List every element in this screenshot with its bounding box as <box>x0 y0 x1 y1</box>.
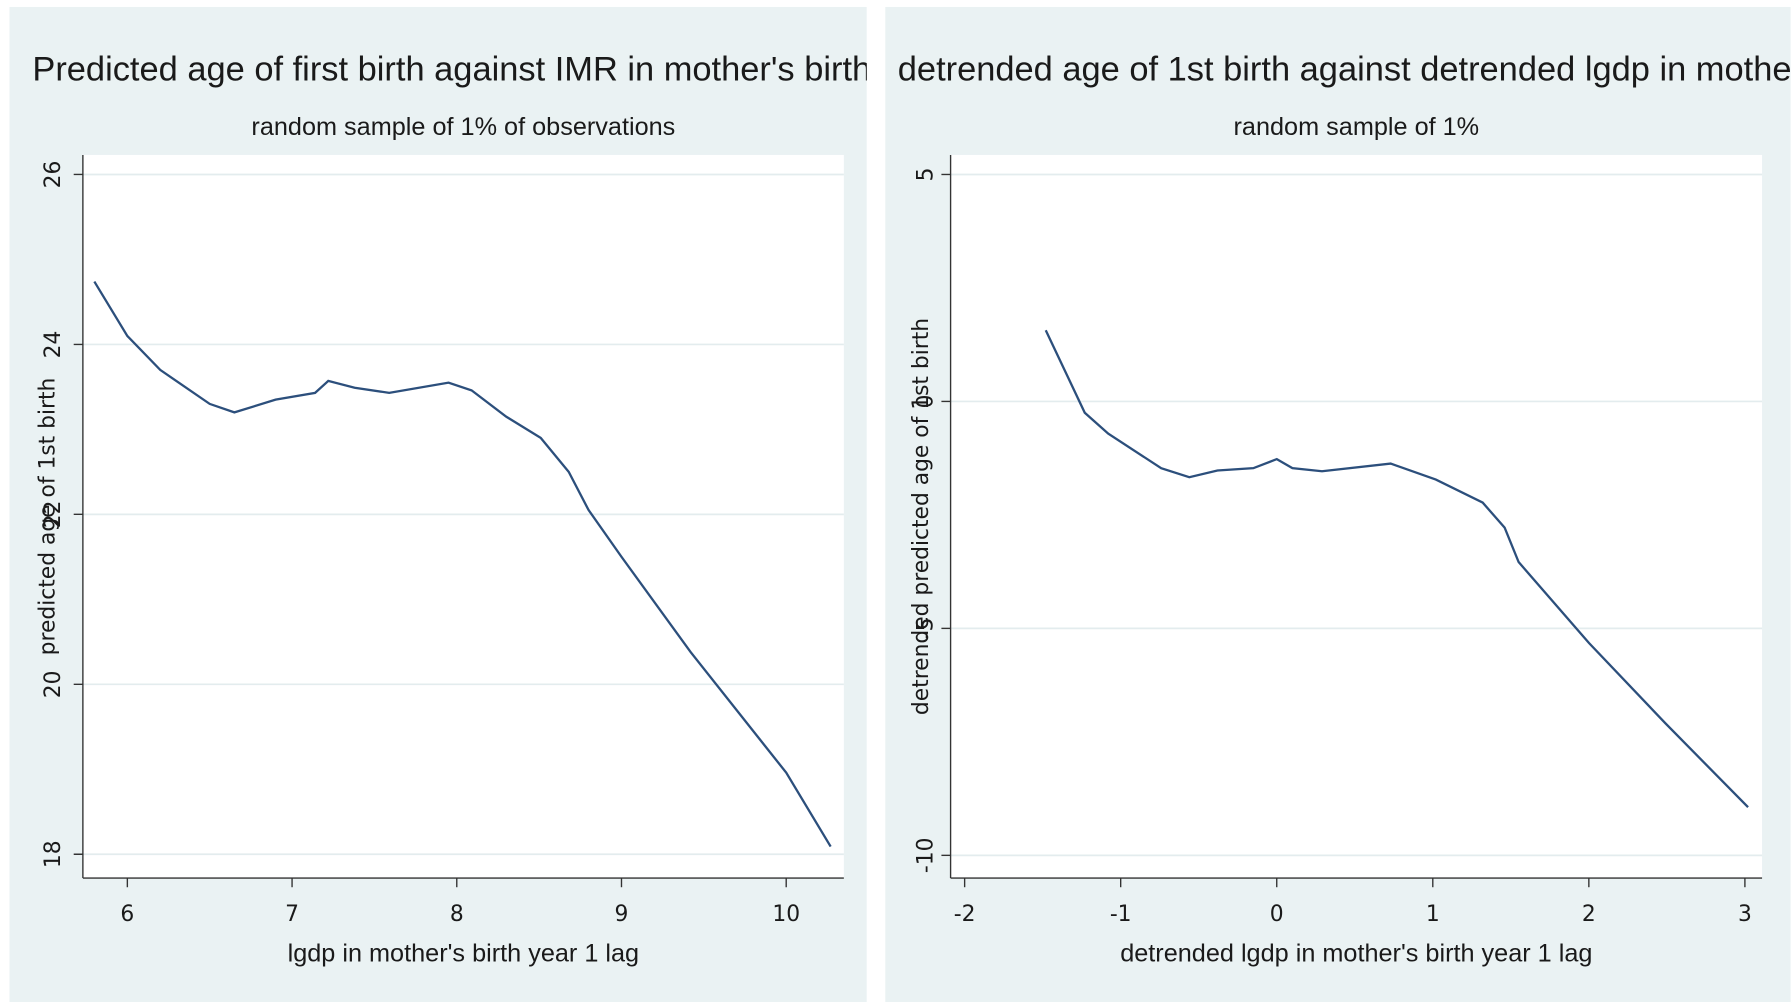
chart-title: detrended age of 1st birth against detre… <box>898 50 1791 88</box>
x-tick-label: 2 <box>1582 902 1596 927</box>
x-tick-label: 9 <box>615 902 629 927</box>
y-tick-label: 22 <box>41 500 66 528</box>
x-tick-label: 8 <box>450 902 464 927</box>
y-tick-label: 26 <box>41 161 66 189</box>
x-axis-label: detrended lgdp in mother's birth year 1 … <box>1120 940 1592 968</box>
x-tick-label: 1 <box>1426 902 1440 927</box>
y-axis-label: detrended predicted age of 1st birth <box>909 318 934 715</box>
x-tick-label: 7 <box>285 902 299 927</box>
plot-area <box>950 154 1763 879</box>
x-tick-label: 3 <box>1738 902 1752 927</box>
y-tick-label: 24 <box>41 331 66 359</box>
y-tick-label: 0 <box>913 394 938 408</box>
x-tick-label: 6 <box>120 902 134 927</box>
chart-subtitle: random sample of 1% of observations <box>251 113 675 141</box>
chart-subtitle: random sample of 1% <box>1234 113 1480 141</box>
y-tick-label: -5 <box>913 618 938 640</box>
chart-panel: detrended age of 1st birth against detre… <box>885 6 1791 1002</box>
y-tick-label: 18 <box>41 840 66 868</box>
y-tick-label: 20 <box>41 670 66 698</box>
y-axis-label: predicted age of 1st birth <box>35 378 60 656</box>
x-tick-label: -2 <box>954 902 976 927</box>
x-tick-label: -1 <box>1110 902 1132 927</box>
y-tick-label: -10 <box>913 838 938 874</box>
chart-panel: Predicted age of first birth against IMR… <box>9 6 1013 1002</box>
data-line <box>93 280 832 848</box>
plot-area <box>82 154 844 879</box>
x-tick-label: 10 <box>772 902 800 927</box>
y-tick-label: 5 <box>913 168 938 182</box>
x-axis-label: lgdp in mother's birth year 1 lag <box>288 940 640 968</box>
x-tick-label: 0 <box>1270 902 1284 927</box>
chart-title: Predicted age of first birth against IMR… <box>32 50 1013 88</box>
data-line <box>1044 329 1749 809</box>
